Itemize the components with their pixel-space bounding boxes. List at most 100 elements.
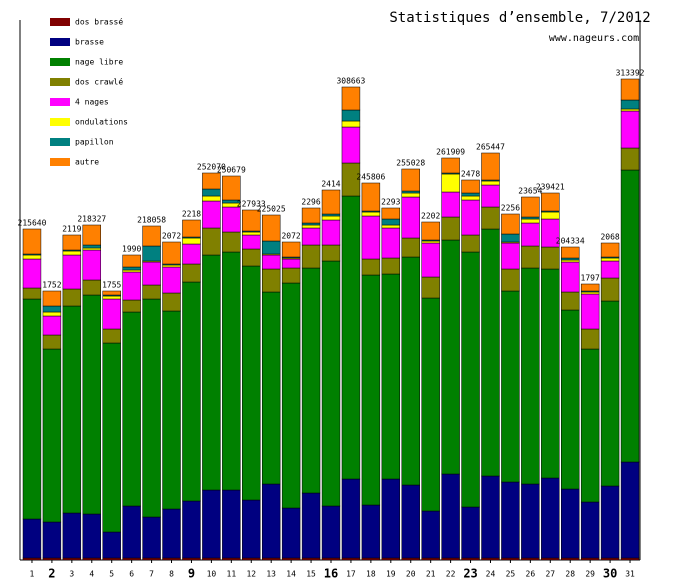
x-tick-label: 16	[324, 567, 338, 580]
bar-segment	[561, 259, 580, 263]
bar-segment	[82, 224, 101, 246]
bar-segment	[441, 239, 460, 475]
x-tick-label: 10	[207, 570, 217, 579]
bar-segment	[42, 521, 62, 559]
bar-segment	[82, 294, 101, 515]
bar-segment	[122, 254, 141, 268]
legend-swatch	[50, 58, 70, 66]
bar-segment	[541, 246, 560, 270]
bar-segment	[421, 242, 440, 278]
bar-segment	[561, 309, 580, 490]
bar-segment	[541, 268, 560, 479]
bar-segment	[122, 269, 141, 273]
legend-label: nage libre	[75, 58, 123, 67]
bar-segment	[301, 227, 321, 246]
total-label: 2296	[301, 198, 320, 207]
bar-segment	[42, 557, 62, 561]
bar-segment	[561, 261, 580, 293]
bar-segment	[421, 297, 440, 512]
bar-segment	[521, 222, 540, 247]
bar-segment	[82, 247, 101, 251]
bar-segment	[580, 283, 600, 292]
legend-label: 4 nages	[75, 98, 109, 107]
bar-segment	[62, 254, 82, 290]
bar-segment	[501, 233, 520, 243]
x-tick-label: 14	[286, 570, 296, 579]
bar-segment	[321, 215, 341, 221]
bar-segment	[461, 199, 480, 236]
total-label: 2414	[321, 180, 340, 189]
bar-segment	[102, 531, 121, 559]
bar-segment	[580, 291, 600, 295]
bar-segment	[441, 473, 460, 559]
bar-segment	[620, 461, 640, 559]
bar-segment	[561, 557, 580, 561]
bar-segment	[561, 257, 580, 261]
x-tick-label: 12	[246, 570, 256, 579]
bar-segment	[142, 225, 161, 247]
bar-segment	[361, 258, 381, 276]
bar-segment	[461, 179, 480, 194]
bar-segment	[341, 120, 361, 128]
bar-segment	[142, 284, 161, 300]
bar-segment	[222, 557, 241, 561]
bar-segment	[22, 228, 42, 255]
bar-segment	[102, 295, 121, 300]
bar-segment	[501, 268, 520, 292]
bar-segment	[461, 557, 480, 561]
legend-swatch	[50, 18, 70, 26]
x-tick-label: 9	[188, 567, 195, 580]
x-tick-label: 29	[585, 570, 595, 579]
legend-label: ondulations	[75, 118, 128, 127]
x-tick-label: 26	[526, 570, 536, 579]
x-tick-label: 11	[227, 570, 237, 579]
bar-segment	[301, 557, 321, 561]
legend-swatch	[50, 118, 70, 126]
bar-segment	[142, 245, 161, 262]
bar-segment	[22, 518, 42, 559]
legend-swatch	[50, 38, 70, 46]
bar-segment	[42, 305, 62, 313]
bar-segment	[441, 157, 460, 174]
bar-segment	[501, 290, 520, 483]
bar-segment	[261, 240, 281, 255]
bar-segment	[561, 291, 580, 311]
bar-segment	[261, 214, 281, 242]
bar-segment	[461, 192, 480, 197]
bar-segment	[521, 483, 540, 559]
bar-segment	[321, 189, 341, 215]
bar-segment	[62, 557, 82, 561]
bar-segment	[162, 264, 181, 268]
x-tick-label: 31	[625, 570, 635, 579]
total-label: 245806	[356, 173, 385, 182]
x-tick-label: 20	[406, 570, 416, 579]
bar-segment	[600, 242, 620, 258]
chart-title: Statistiques d’ensemble, 7/2012	[389, 10, 650, 26]
x-tick-label: 17	[346, 570, 356, 579]
total-label: 239421	[536, 183, 565, 192]
bar-segment	[600, 260, 620, 279]
bar-segment	[481, 557, 500, 561]
bar-segment	[22, 287, 42, 300]
total-label: 1797	[581, 274, 600, 283]
total-label: 2256	[501, 204, 520, 213]
bar-segment	[42, 334, 62, 350]
bar-segment	[301, 492, 321, 559]
bar-segment	[580, 293, 600, 330]
bar-segment	[222, 206, 241, 233]
bar-segment	[481, 184, 500, 208]
bar-segment	[441, 557, 460, 561]
bar-segment	[202, 254, 221, 491]
bar-segment	[481, 475, 500, 559]
bar-segment	[521, 557, 540, 561]
total-label: 1752	[42, 281, 61, 290]
bar-segment	[421, 221, 440, 241]
bar-segment	[222, 251, 241, 491]
bar-segment	[421, 557, 440, 561]
bar-segment	[42, 290, 62, 307]
bar-segment	[461, 251, 480, 508]
bar-segment	[620, 147, 640, 171]
bar-segment	[401, 237, 420, 258]
total-label: 2293	[381, 198, 400, 207]
